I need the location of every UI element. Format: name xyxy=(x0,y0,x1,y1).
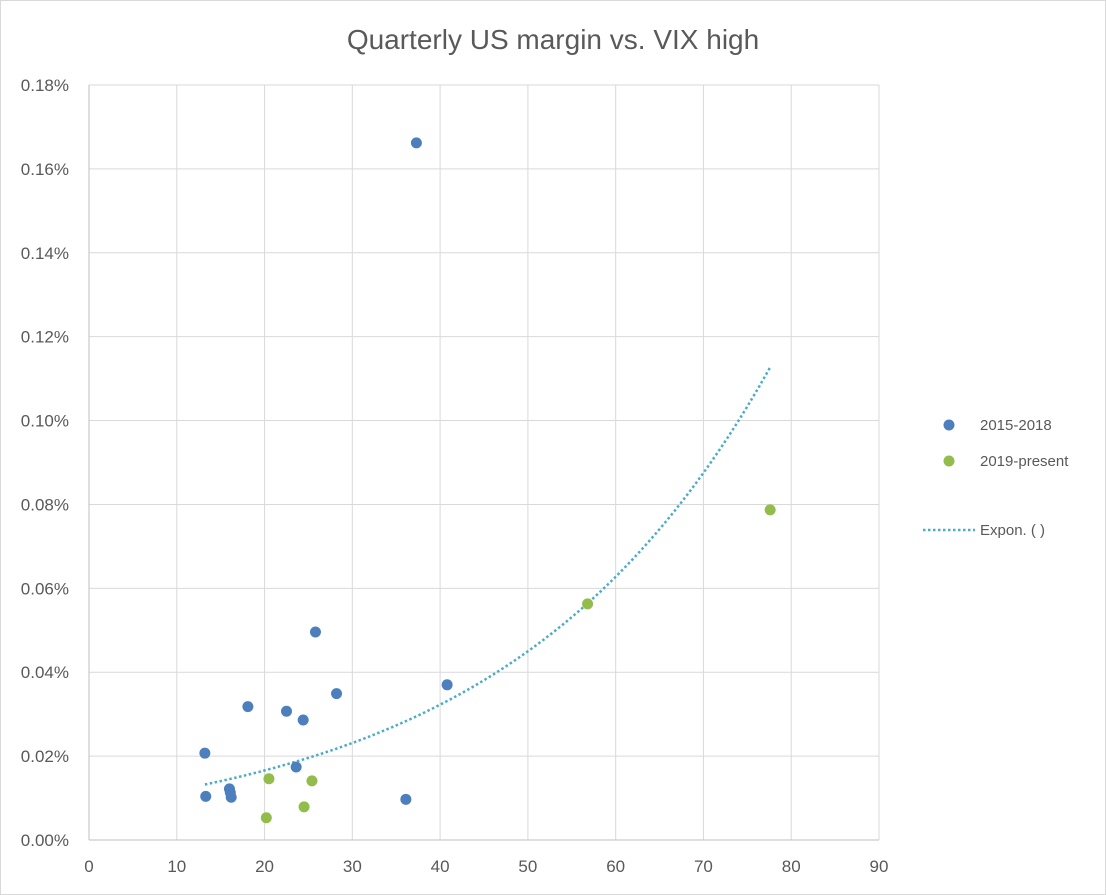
y-tick-label: 0.00% xyxy=(21,831,69,850)
y-tick-label: 0.18% xyxy=(21,76,69,95)
x-tick-label: 70 xyxy=(694,857,713,876)
x-tick-label: 40 xyxy=(431,857,450,876)
data-point xyxy=(410,137,422,149)
points-layer xyxy=(199,137,776,824)
axes: 0 10 20 30 40 50 60 70 80 90 0.00% 0.02% 0.04% 0.06% 0… xyxy=(21,76,889,876)
data-point xyxy=(298,801,310,813)
data-point xyxy=(331,688,343,700)
data-point xyxy=(263,773,275,785)
x-tick-label: 20 xyxy=(255,857,274,876)
x-tick-label: 10 xyxy=(167,857,186,876)
legend-entry-trendline: Expon. ( ) xyxy=(980,522,1045,539)
gridlines xyxy=(89,84,880,840)
data-point xyxy=(306,775,318,787)
legend-entry: 2015-2018 xyxy=(980,417,1052,434)
y-tick-label: 0.06% xyxy=(21,579,69,598)
data-point xyxy=(225,791,237,803)
x-tick-label: 0 xyxy=(84,857,93,876)
data-point xyxy=(309,626,321,638)
legend: 2015-2018 2019-present Expon. ( ) xyxy=(923,417,1069,539)
chart-title: Quarterly US margin vs. VIX high xyxy=(347,24,759,55)
y-tick-label: 0.08% xyxy=(21,495,69,514)
x-tick-label: 30 xyxy=(343,857,362,876)
data-point xyxy=(281,705,292,717)
data-point xyxy=(290,761,302,773)
data-point xyxy=(582,598,594,610)
y-tick-label: 0.16% xyxy=(21,160,69,179)
data-point xyxy=(764,504,776,516)
x-tick-label: 90 xyxy=(870,857,889,876)
data-point xyxy=(441,679,453,691)
data-point xyxy=(400,793,412,805)
x-tick-label: 60 xyxy=(606,857,625,876)
data-point xyxy=(260,812,272,824)
y-tick-label: 0.12% xyxy=(21,328,69,347)
legend-entry: 2019-present xyxy=(980,453,1069,470)
legend-marker xyxy=(943,419,955,431)
trendline-layer xyxy=(204,366,772,786)
y-tick-label: 0.14% xyxy=(21,244,69,263)
y-tick-label: 0.02% xyxy=(21,747,69,766)
data-point xyxy=(200,790,212,802)
data-point xyxy=(199,747,211,759)
data-point xyxy=(242,701,254,713)
trendline-expon xyxy=(204,366,772,786)
x-tick-label: 50 xyxy=(518,857,537,876)
data-point xyxy=(297,714,309,726)
x-tick-label: 80 xyxy=(782,857,801,876)
y-tick-label: 0.10% xyxy=(21,412,69,431)
y-tick-label: 0.04% xyxy=(21,663,69,682)
legend-marker xyxy=(943,455,955,467)
